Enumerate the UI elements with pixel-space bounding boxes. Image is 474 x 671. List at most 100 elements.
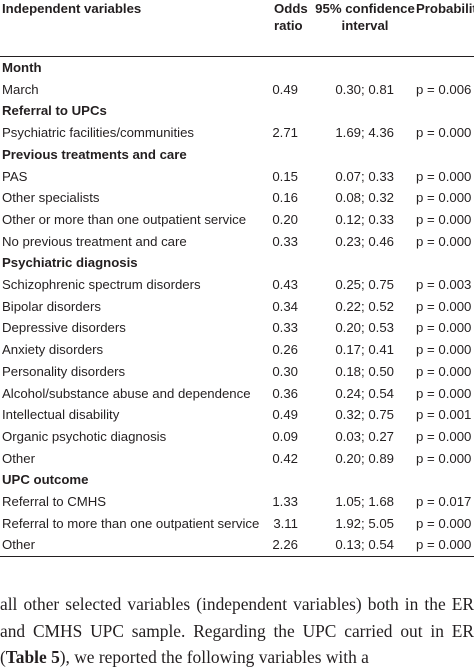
table-cell: 1.69; 4.36: [335, 125, 394, 141]
data-row: PAS 0.15 0.07; 0.33 p = 0.000: [0, 166, 474, 188]
table-cell: 0.09: [272, 428, 298, 444]
table-cell: 0.15: [272, 168, 298, 184]
table-cell: 1.33: [272, 494, 298, 510]
header-cell: Probability: [416, 0, 474, 57]
data-row: Depressive disorders 0.33 0.20; 0.53 p = 0.…: [0, 317, 474, 339]
data-row: Alcohol/substance abuse and dependence 0.…: [0, 383, 474, 405]
table-cell: 0.26: [272, 342, 298, 358]
section-row: Psychiatric diagnosis: [0, 252, 474, 274]
table-cell: 0.16: [272, 190, 298, 206]
table-cell: 0.18; 0.50: [335, 363, 394, 379]
table-cell: 1.92; 5.05: [335, 515, 394, 531]
data-row: Other 0.42 0.20; 0.89 p = 0.000: [0, 448, 474, 470]
data-row: Bipolar disorders 0.34 0.22; 0.52 p = 0.000: [0, 296, 474, 318]
table-cell: 0.17; 0.41: [335, 342, 394, 358]
table-cell: 3.11: [273, 515, 298, 531]
table-cell: p = 0.000: [416, 190, 472, 206]
table-cell: March: [2, 81, 39, 97]
data-row: Referral to more than one outpatient ser…: [0, 513, 474, 535]
table-cell: 0.49: [272, 81, 298, 97]
table-cell: Bipolar disorders: [2, 298, 101, 314]
header-row: Independent variables Odds ratio 95% con…: [0, 0, 474, 57]
table-cell: p = 0.000: [416, 385, 472, 401]
table-cell: Intellectual disability: [2, 407, 120, 423]
table-cell: p = 0.000: [416, 363, 472, 379]
table-cell: 0.42: [272, 450, 298, 466]
data-row: Anxiety disorders 0.26 0.17; 0.41 p = 0.000: [0, 339, 474, 361]
section-title: Referral to UPCs: [2, 103, 107, 119]
table-cell: PAS: [2, 168, 28, 184]
table-cell: Other or more than one outpatient servic…: [2, 211, 247, 227]
table-cell: 2.26: [250, 534, 302, 558]
table-cell: p = 0.006: [416, 81, 472, 97]
table-cell: 0.07; 0.33: [335, 168, 394, 184]
table-cell: 0.30; 0.81: [335, 81, 394, 97]
data-row: Intellectual disability 0.49 0.32; 0.75 p =…: [0, 404, 474, 426]
paragraph-text: all other selected variables (independen…: [0, 594, 474, 668]
section-row: UPC outcome: [0, 469, 474, 491]
paragraph-text: ), we reported the following variables w…: [59, 647, 369, 668]
table-cell: 0.33: [272, 320, 298, 336]
table-cell: 0.03; 0.27: [335, 428, 394, 444]
section-row: Previous treatments and care: [0, 144, 474, 166]
table-cell: 0.25; 0.75: [335, 277, 394, 293]
header-cell: Odds ratio: [250, 0, 308, 57]
data-row: Other specialists 0.16 0.08; 0.32 p = 0.000: [0, 187, 474, 209]
section-row: Month: [0, 57, 474, 79]
table-cell: 0.13; 0.54: [302, 534, 416, 558]
header-cell: 95% confidence interval: [302, 0, 416, 57]
table-cell: 0.24; 0.54: [335, 385, 394, 401]
table-cell: Anxiety disorders: [2, 342, 104, 358]
table-cell: Referral to more than one outpatient ser…: [2, 515, 260, 531]
table-cell: p = 0.000: [416, 211, 472, 227]
table-cell: Organic psychotic diagnosis: [2, 428, 167, 444]
data-row: Schizophrenic spectrum disorders 0.43 0.25…: [0, 274, 474, 296]
table-cell: 0.22; 0.52: [335, 298, 394, 314]
table-cell: p = 0.000: [416, 534, 474, 558]
table-cell: Depressive disorders: [2, 320, 126, 336]
table-cell: 0.30: [272, 363, 298, 379]
table-cell: p = 0.000: [416, 125, 472, 141]
data-row: Referral to CMHS 1.33 1.05; 1.68 p = 0.017: [0, 491, 474, 513]
table-reference: Table 5: [5, 647, 60, 668]
data-row: No previous treatment and care 0.33 0.23; …: [0, 231, 474, 253]
table-cell: p = 0.000: [416, 342, 472, 358]
table-cell: p = 0.017: [416, 494, 472, 510]
table-cell: 0.32; 0.75: [335, 407, 394, 423]
table-cell: p = 0.000: [416, 298, 472, 314]
table-cell: 0.33: [272, 233, 298, 249]
table-cell: p = 0.000: [416, 428, 472, 444]
table-cell: 0.20; 0.53: [335, 320, 394, 336]
table-cell: 0.08; 0.32: [335, 190, 394, 206]
table-cell: Personality disorders: [2, 363, 126, 379]
table-cell: 0.49: [272, 407, 298, 423]
results-table: Independent variables Odds ratio 95% con…: [0, 0, 474, 558]
table-cell: 0.36: [272, 385, 298, 401]
section-title: Previous treatments and care: [2, 146, 187, 162]
table-cell: p = 0.000: [416, 233, 472, 249]
table-cell: p = 0.000: [416, 320, 472, 336]
table-cell: p = 0.003: [416, 277, 472, 293]
section-title: UPC outcome: [2, 472, 89, 488]
table-cell: 0.12; 0.33: [335, 211, 394, 227]
table-cell: 0.20; 0.89: [335, 450, 394, 466]
data-row: Organic psychotic diagnosis 0.09 0.03; 0.2…: [0, 426, 474, 448]
table-cell: Schizophrenic spectrum disorders: [2, 277, 201, 293]
table-cell: 0.43: [272, 277, 298, 293]
table-cell: Other: [0, 534, 250, 558]
table-cell: Other: [2, 450, 35, 466]
table-cell: Psychiatric facilities/communities: [2, 125, 195, 141]
table-cell: 1.05; 1.68: [335, 494, 394, 510]
section-title: Month: [2, 60, 42, 75]
data-row: Psychiatric facilities/communities 2.71 1.…: [0, 122, 474, 144]
data-row: Other or more than one outpatient servic…: [0, 209, 474, 231]
data-row: March 0.49 0.30; 0.81 p = 0.006: [0, 79, 474, 101]
data-row: Other 2.26 0.13; 0.54 p = 0.000: [0, 534, 474, 558]
header-cell: Independent variables: [0, 0, 250, 57]
table-cell: p = 0.000: [416, 515, 472, 531]
table-cell: 2.71: [272, 125, 298, 141]
section-title: Psychiatric diagnosis: [2, 255, 138, 271]
table-cell: Other specialists: [2, 190, 100, 206]
table-cell: 0.34: [272, 298, 298, 314]
